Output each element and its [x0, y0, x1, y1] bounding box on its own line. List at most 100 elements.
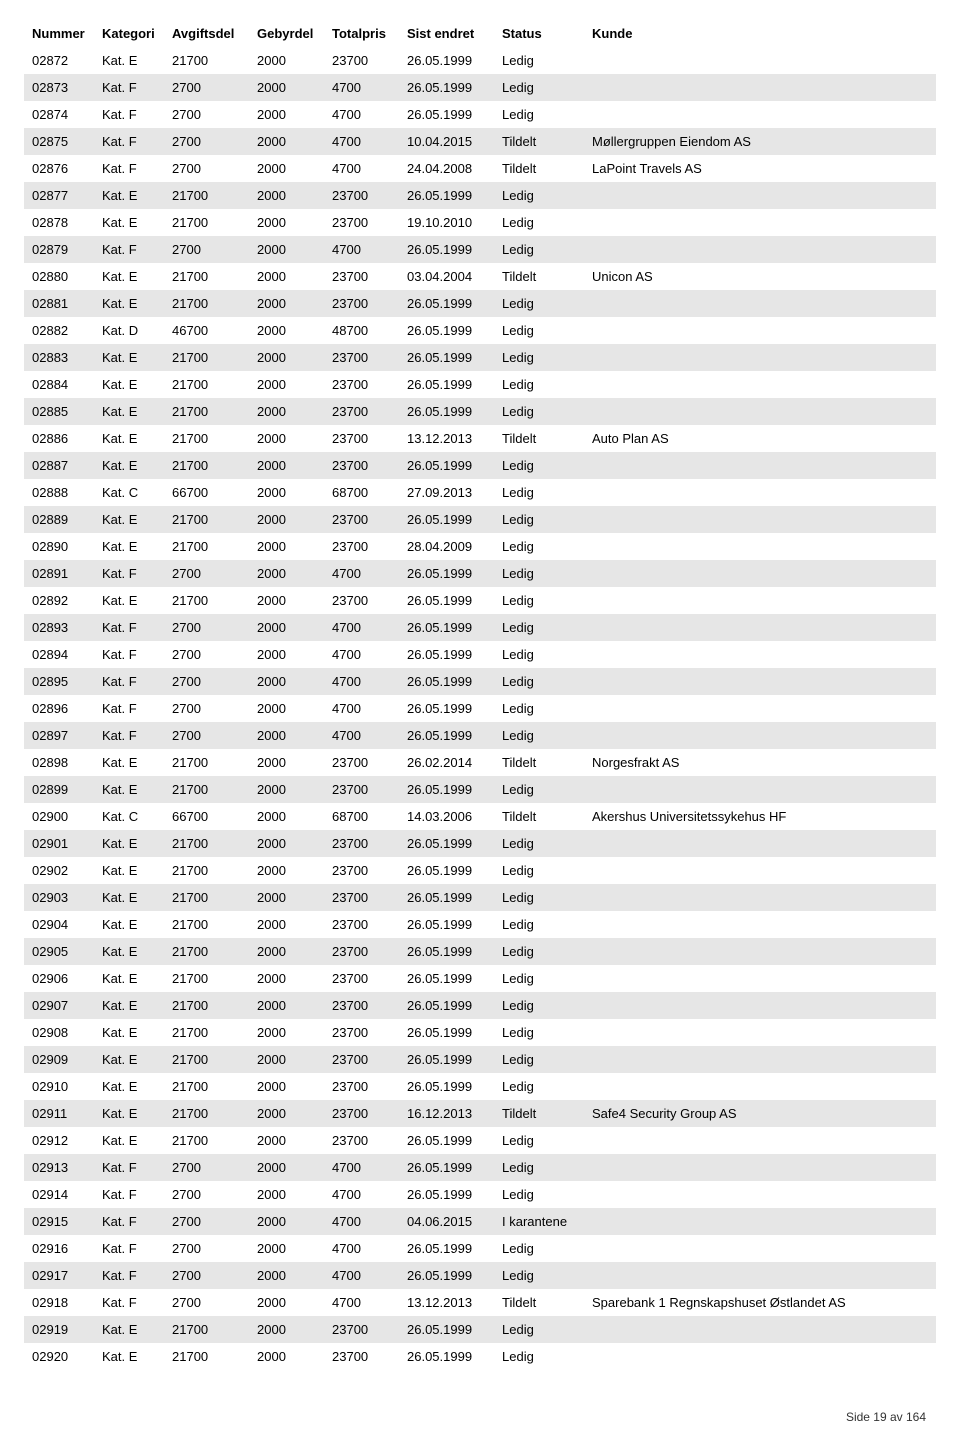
cell-status: Ledig — [494, 236, 584, 263]
cell-status: Ledig — [494, 1343, 584, 1370]
cell-totalpris: 23700 — [324, 884, 399, 911]
cell-kategori: Kat. D — [94, 317, 164, 344]
table-row: 02896Kat. F27002000470026.05.1999Ledig — [24, 695, 936, 722]
cell-kategori: Kat. E — [94, 1019, 164, 1046]
cell-avgiftsdel: 21700 — [164, 1343, 249, 1370]
cell-sist_endret: 26.05.1999 — [399, 47, 494, 74]
cell-sist_endret: 13.12.2013 — [399, 425, 494, 452]
table-row: 02911Kat. E2170020002370016.12.2013Tilde… — [24, 1100, 936, 1127]
cell-avgiftsdel: 21700 — [164, 992, 249, 1019]
cell-status: Ledig — [494, 290, 584, 317]
cell-gebyrdel: 2000 — [249, 614, 324, 641]
cell-nummer: 02912 — [24, 1127, 94, 1154]
cell-kategori: Kat. E — [94, 1046, 164, 1073]
cell-sist_endret: 26.05.1999 — [399, 1262, 494, 1289]
cell-status: Ledig — [494, 398, 584, 425]
cell-nummer: 02920 — [24, 1343, 94, 1370]
cell-sist_endret: 26.02.2014 — [399, 749, 494, 776]
cell-sist_endret: 26.05.1999 — [399, 722, 494, 749]
cell-totalpris: 23700 — [324, 1343, 399, 1370]
cell-status: Tildelt — [494, 128, 584, 155]
cell-kategori: Kat. F — [94, 695, 164, 722]
cell-status: Ledig — [494, 857, 584, 884]
cell-totalpris: 4700 — [324, 101, 399, 128]
cell-status: Ledig — [494, 884, 584, 911]
cell-avgiftsdel: 2700 — [164, 74, 249, 101]
cell-status: Tildelt — [494, 263, 584, 290]
table-row: 02890Kat. E2170020002370028.04.2009Ledig — [24, 533, 936, 560]
cell-kategori: Kat. E — [94, 830, 164, 857]
cell-kunde — [584, 182, 936, 209]
cell-nummer: 02889 — [24, 506, 94, 533]
cell-kunde — [584, 1181, 936, 1208]
cell-totalpris: 4700 — [324, 614, 399, 641]
table-row: 02898Kat. E2170020002370026.02.2014Tilde… — [24, 749, 936, 776]
cell-avgiftsdel: 21700 — [164, 1100, 249, 1127]
cell-status: Ledig — [494, 830, 584, 857]
table-row: 02901Kat. E2170020002370026.05.1999Ledig — [24, 830, 936, 857]
cell-kategori: Kat. E — [94, 965, 164, 992]
cell-kategori: Kat. E — [94, 425, 164, 452]
cell-status: Ledig — [494, 1181, 584, 1208]
cell-gebyrdel: 2000 — [249, 560, 324, 587]
cell-avgiftsdel: 21700 — [164, 1046, 249, 1073]
cell-sist_endret: 26.05.1999 — [399, 668, 494, 695]
cell-gebyrdel: 2000 — [249, 1289, 324, 1316]
cell-nummer: 02916 — [24, 1235, 94, 1262]
cell-kunde — [584, 695, 936, 722]
cell-kategori: Kat. E — [94, 47, 164, 74]
cell-status: Ledig — [494, 182, 584, 209]
cell-nummer: 02906 — [24, 965, 94, 992]
table-row: 02876Kat. F27002000470024.04.2008Tildelt… — [24, 155, 936, 182]
cell-sist_endret: 26.05.1999 — [399, 101, 494, 128]
cell-kategori: Kat. E — [94, 587, 164, 614]
cell-avgiftsdel: 21700 — [164, 1127, 249, 1154]
cell-gebyrdel: 2000 — [249, 182, 324, 209]
table-row: 02914Kat. F27002000470026.05.1999Ledig — [24, 1181, 936, 1208]
cell-totalpris: 23700 — [324, 965, 399, 992]
cell-sist_endret: 26.05.1999 — [399, 857, 494, 884]
cell-avgiftsdel: 2700 — [164, 614, 249, 641]
cell-gebyrdel: 2000 — [249, 992, 324, 1019]
cell-avgiftsdel: 21700 — [164, 587, 249, 614]
cell-sist_endret: 26.05.1999 — [399, 344, 494, 371]
cell-totalpris: 23700 — [324, 938, 399, 965]
cell-status: Tildelt — [494, 749, 584, 776]
cell-gebyrdel: 2000 — [249, 1343, 324, 1370]
cell-sist_endret: 26.05.1999 — [399, 1343, 494, 1370]
table-row: 02892Kat. E2170020002370026.05.1999Ledig — [24, 587, 936, 614]
cell-kategori: Kat. F — [94, 668, 164, 695]
cell-avgiftsdel: 21700 — [164, 182, 249, 209]
cell-kunde — [584, 344, 936, 371]
cell-avgiftsdel: 2700 — [164, 236, 249, 263]
cell-status: Ledig — [494, 587, 584, 614]
cell-kategori: Kat. E — [94, 506, 164, 533]
cell-kategori: Kat. F — [94, 641, 164, 668]
cell-gebyrdel: 2000 — [249, 1181, 324, 1208]
table-row: 02874Kat. F27002000470026.05.1999Ledig — [24, 101, 936, 128]
cell-kategori: Kat. E — [94, 992, 164, 1019]
cell-avgiftsdel: 21700 — [164, 290, 249, 317]
cell-totalpris: 4700 — [324, 695, 399, 722]
cell-totalpris: 4700 — [324, 1154, 399, 1181]
table-row: 02919Kat. E2170020002370026.05.1999Ledig — [24, 1316, 936, 1343]
cell-nummer: 02888 — [24, 479, 94, 506]
data-table: Nummer Kategori Avgiftsdel Gebyrdel Tota… — [24, 20, 936, 1370]
table-row: 02895Kat. F27002000470026.05.1999Ledig — [24, 668, 936, 695]
table-row: 02894Kat. F27002000470026.05.1999Ledig — [24, 641, 936, 668]
cell-sist_endret: 26.05.1999 — [399, 1046, 494, 1073]
table-row: 02909Kat. E2170020002370026.05.1999Ledig — [24, 1046, 936, 1073]
cell-nummer: 02908 — [24, 1019, 94, 1046]
cell-kategori: Kat. F — [94, 1154, 164, 1181]
table-row: 02902Kat. E2170020002370026.05.1999Ledig — [24, 857, 936, 884]
table-row: 02903Kat. E2170020002370026.05.1999Ledig — [24, 884, 936, 911]
cell-status: Tildelt — [494, 1100, 584, 1127]
cell-totalpris: 23700 — [324, 1316, 399, 1343]
cell-nummer: 02915 — [24, 1208, 94, 1235]
cell-sist_endret: 26.05.1999 — [399, 371, 494, 398]
cell-sist_endret: 26.05.1999 — [399, 74, 494, 101]
cell-totalpris: 4700 — [324, 668, 399, 695]
cell-avgiftsdel: 21700 — [164, 857, 249, 884]
table-row: 02912Kat. E2170020002370026.05.1999Ledig — [24, 1127, 936, 1154]
cell-kunde — [584, 560, 936, 587]
